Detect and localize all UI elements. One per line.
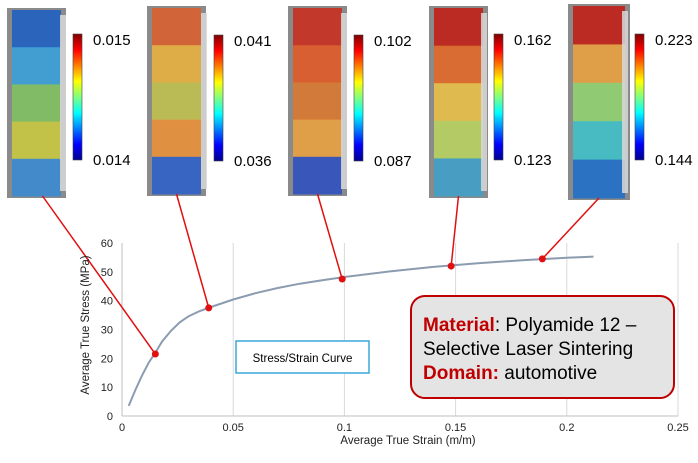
strain-field-band [12, 158, 61, 197]
strain-field-band [152, 8, 201, 46]
colorbar-min-label: 0.123 [514, 152, 552, 169]
strain-panel: 0.162 0.123 [429, 6, 552, 198]
colorbar-max-label: 0.015 [93, 32, 131, 49]
colorbar-max-label: 0.102 [374, 33, 412, 50]
colorbar-max-label: 0.041 [234, 33, 272, 50]
x-tick-label: 0.15 [445, 422, 466, 434]
strain-field-band [152, 156, 201, 195]
strain-field-band [434, 8, 483, 47]
strain-field-band [434, 83, 483, 122]
strain-field-band [434, 120, 483, 159]
curve-marker [151, 350, 159, 358]
strain-field-band [573, 121, 625, 161]
y-tick-label: 20 [101, 353, 113, 365]
x-tick-label: 0.05 [222, 422, 243, 434]
strain-field-band [573, 44, 625, 84]
x-tick-label: 0 [119, 422, 125, 434]
y-tick-label: 30 [101, 325, 113, 337]
y-tick-label: 40 [101, 296, 113, 308]
leader-line [175, 193, 210, 309]
domain-line: Domain: automotive [423, 363, 597, 384]
specimen-edge [201, 13, 207, 189]
strain-field-band [12, 121, 61, 160]
colorbar-max-label: 0.162 [514, 32, 552, 49]
material-line: Material: Polyamide 12 – [423, 315, 637, 336]
leader-line [316, 193, 343, 280]
strain-field-band [152, 119, 201, 158]
domain-label: Domain: [423, 363, 499, 384]
curve-marker [538, 255, 546, 263]
strain-panel: 0.102 0.087 [288, 6, 412, 196]
strain-field-band [293, 8, 342, 46]
strain-field-band [573, 82, 625, 122]
curve-marker [205, 304, 213, 312]
leader-lines [41, 193, 600, 355]
material-value: : Polyamide 12 – [495, 315, 637, 336]
domain-value: automotive [499, 363, 597, 384]
y-tick-label: 0 [107, 411, 113, 423]
colorbar-min-label: 0.087 [374, 153, 412, 170]
strain-field-band [434, 158, 483, 197]
strain-field-band [293, 82, 342, 121]
material-annotation-box: Material: Polyamide 12 – Selective Laser… [410, 295, 675, 399]
colorbar-min-label: 0.014 [93, 152, 131, 169]
strain-field-band [152, 82, 201, 121]
colorbar [493, 33, 504, 161]
strain-field-band [293, 156, 342, 195]
specimen-edge [481, 13, 487, 191]
colorbar-min-label: 0.036 [234, 153, 272, 170]
y-tick-label: 50 [101, 267, 113, 279]
colorbar-min-label: 0.144 [655, 152, 693, 169]
colorbar [72, 33, 83, 161]
colorbar [634, 33, 645, 161]
curve-marker [447, 262, 455, 270]
colorbar [213, 34, 224, 162]
x-tick-label: 0.2 [559, 422, 574, 434]
leader-line [541, 197, 600, 260]
strain-field-band [152, 45, 201, 83]
strain-field-band [573, 159, 625, 199]
y-axis-title: Average True Stress (MPa) [80, 255, 92, 394]
x-tick-label: 0.25 [667, 422, 688, 434]
legend-caption-text: Stress/Strain Curve [253, 353, 353, 365]
leader-line [450, 195, 460, 267]
strain-field-band [434, 45, 483, 84]
material-label: Material [423, 315, 495, 336]
strain-field-panels: 0.015 0.014 0.041 0.036 0.102 0.087 0.162 0.123… [7, 4, 693, 200]
specimen-edge [60, 15, 66, 191]
specimen-edge [341, 13, 347, 189]
x-axis-title: Average True Strain (m/m) [340, 435, 475, 447]
x-tick-labels: 0 0.05 0.1 0.15 0.2 0.25 [119, 422, 689, 434]
y-tick-label: 10 [101, 382, 113, 394]
strain-panel: 0.015 0.014 [7, 8, 131, 198]
y-tick-label: 60 [101, 238, 113, 250]
colorbar [353, 34, 364, 162]
legend-caption: Stress/Strain Curve [235, 340, 370, 374]
strain-field-band [12, 47, 61, 85]
y-tick-labels: 0 10 20 30 40 50 60 [101, 238, 113, 423]
x-tick-label: 0.1 [337, 422, 352, 434]
specimen-edge [622, 11, 628, 193]
strain-field-band [12, 84, 61, 123]
leader-line [41, 195, 156, 355]
strain-field-band [573, 6, 625, 45]
strain-field-band [12, 10, 61, 48]
strain-panel: 0.223 0.144 [568, 4, 693, 200]
colorbar-max-label: 0.223 [655, 32, 693, 49]
strain-field-band [293, 119, 342, 158]
strain-panel: 0.041 0.036 [147, 6, 272, 196]
curve-marker [338, 275, 346, 283]
strain-field-band [293, 45, 342, 83]
curve-markers [151, 255, 546, 358]
material-line-2: Selective Laser Sintering [423, 339, 633, 360]
